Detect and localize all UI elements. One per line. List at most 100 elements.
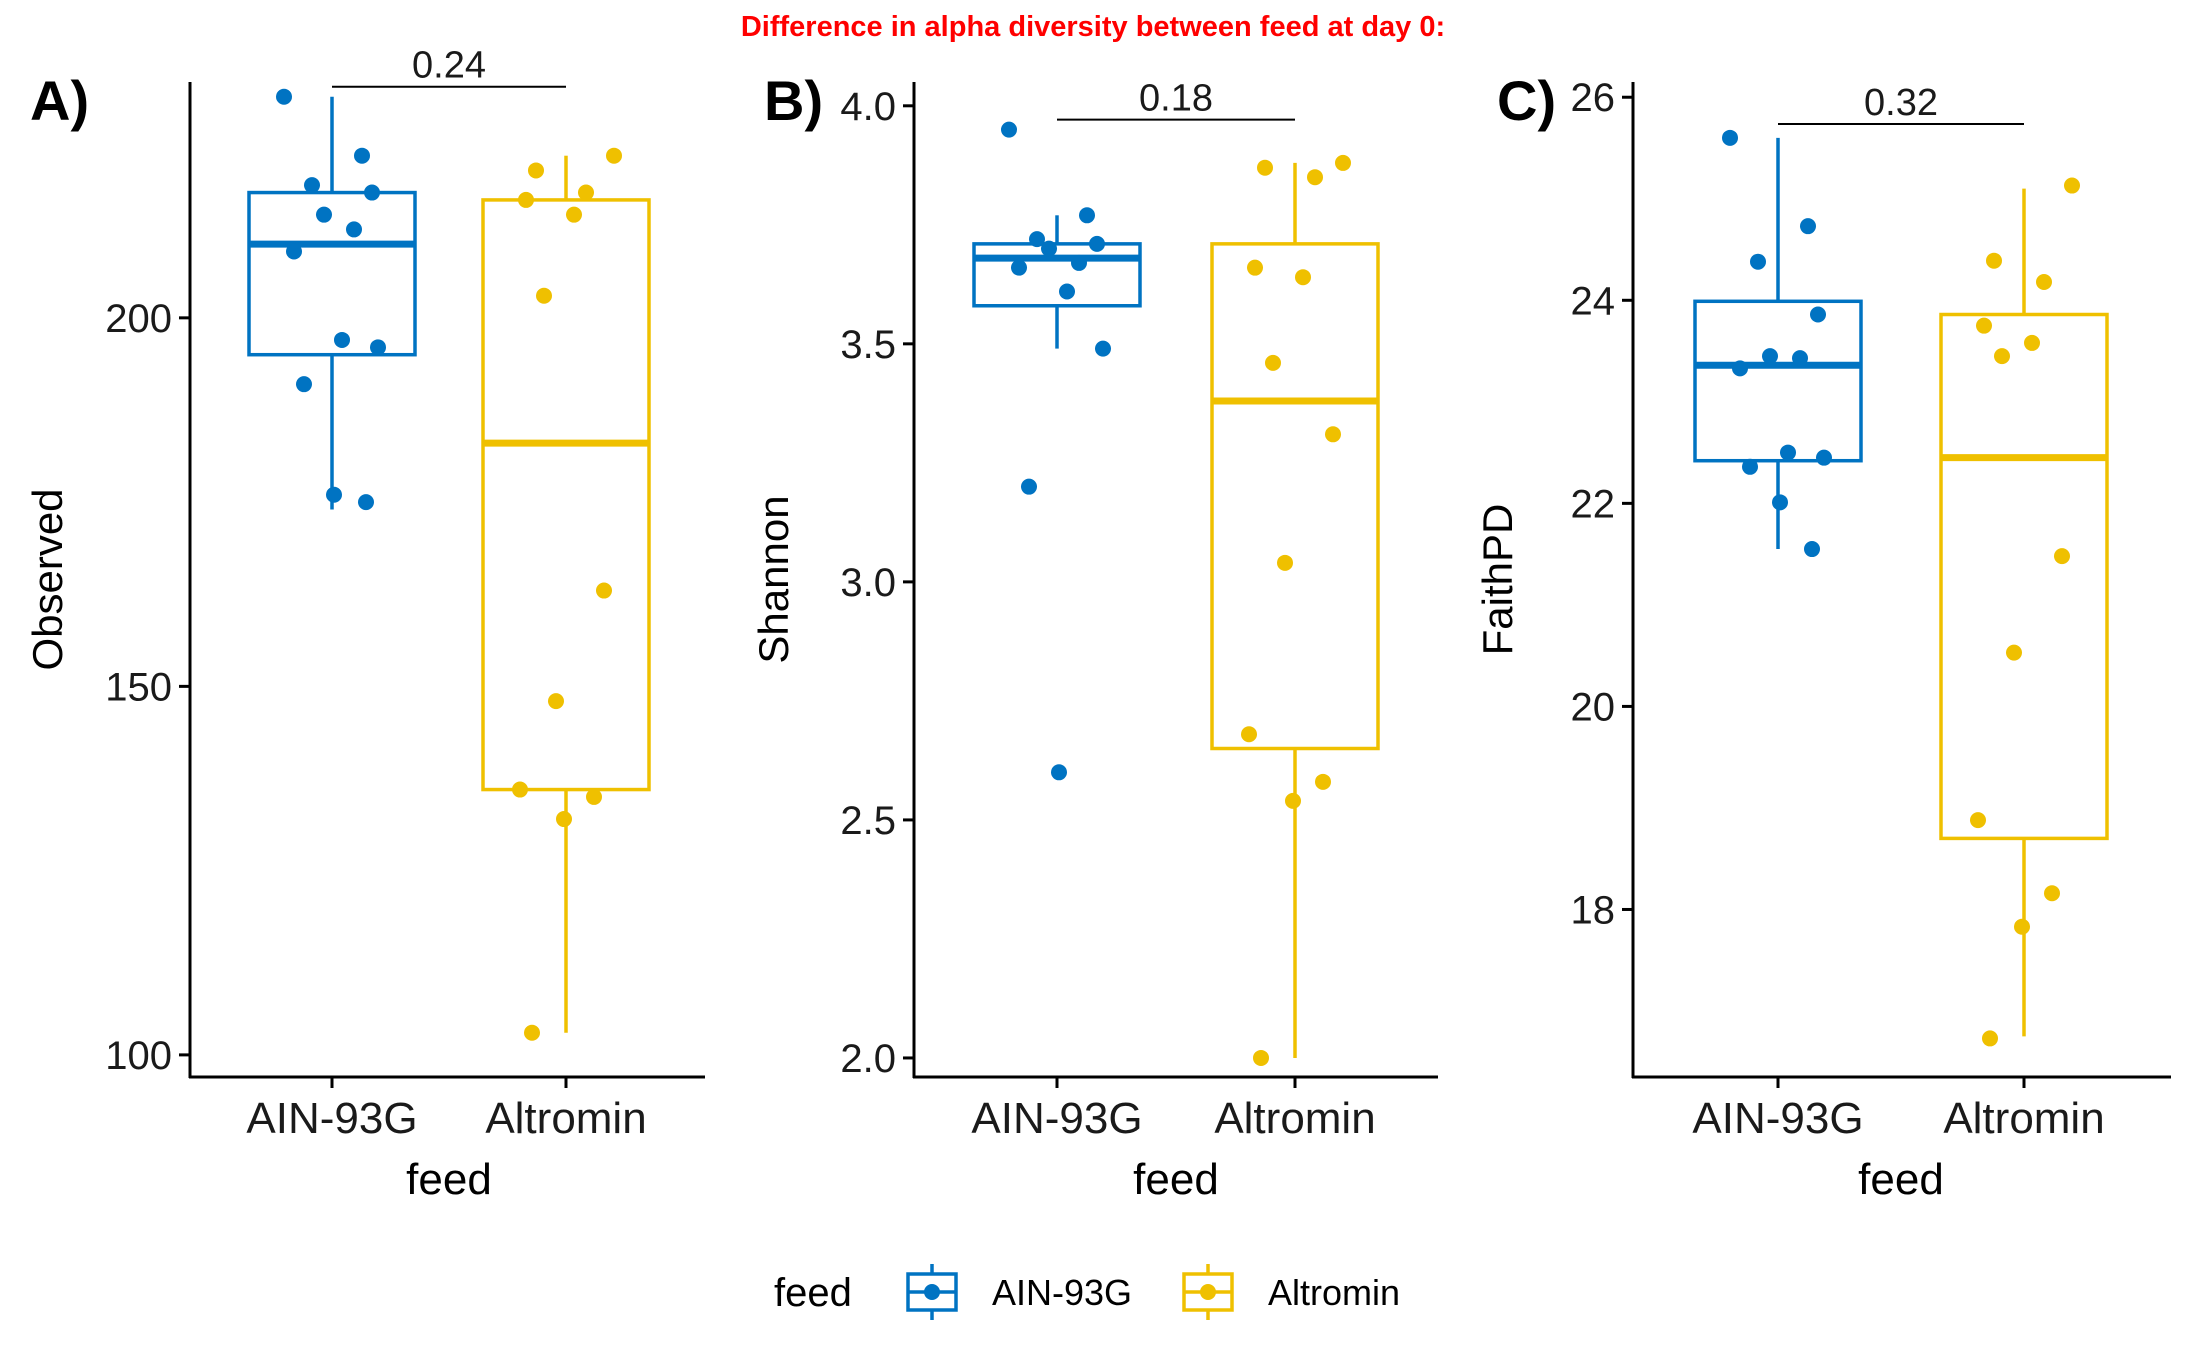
data-point-ain-93g [296, 376, 312, 393]
data-point-altromin [1241, 726, 1257, 743]
data-point-altromin [2006, 644, 2022, 661]
data-point-ain-93g [334, 331, 350, 348]
data-point-altromin [596, 582, 612, 599]
panel-a: A) 100 150 200 Observed AIN-93G Altromin feed 0.… [24, 45, 705, 1204]
x-tick-label-ain-93g: AIN-93G [246, 1094, 417, 1143]
y-tick-label: 20 [1571, 685, 1616, 729]
legend-point [1200, 1284, 1216, 1300]
data-point-altromin [548, 693, 564, 710]
y-tick-label: 26 [1571, 76, 1616, 120]
legend-label-ain-93g: AIN-93G [992, 1272, 1132, 1313]
y-tick-label: 100 [105, 1034, 172, 1078]
data-point-ain-93g [1804, 541, 1820, 558]
data-point-altromin [1253, 1049, 1269, 1066]
data-point-altromin [1265, 354, 1281, 371]
data-point-ain-93g [370, 339, 386, 356]
p-value-label: 0.24 [412, 45, 486, 87]
data-point-ain-93g [1742, 458, 1758, 475]
y-tick-label: 24 [1571, 279, 1616, 323]
data-point-altromin [1982, 1030, 1998, 1047]
data-point-ain-93g [1800, 218, 1816, 235]
y-tick-label: 4.0 [840, 85, 896, 129]
box-ain-93g [972, 242, 1142, 308]
data-point-ain-93g [1810, 306, 1826, 323]
data-point-ain-93g [326, 486, 342, 503]
data-point-ain-93g [1041, 240, 1057, 257]
data-point-ain-93g [1029, 231, 1045, 248]
data-point-ain-93g [354, 147, 370, 164]
data-point-altromin [518, 191, 534, 208]
data-point-altromin [524, 1024, 540, 1041]
legend-key-ain-93g [906, 1264, 958, 1320]
data-point-altromin [1295, 269, 1311, 286]
legend-point [924, 1284, 940, 1300]
data-point-ain-93g [286, 243, 302, 260]
x-tick-label-altromin: Altromin [485, 1094, 646, 1143]
data-point-ain-93g [316, 206, 332, 223]
data-point-ain-93g [1011, 259, 1027, 276]
data-point-altromin [2064, 177, 2080, 194]
data-point-altromin [1257, 159, 1273, 176]
x-tick-label-ain-93g: AIN-93G [1692, 1094, 1863, 1143]
data-point-ain-93g [1792, 350, 1808, 367]
data-point-ain-93g [1816, 449, 1832, 466]
x-axis-title: feed [1858, 1155, 1944, 1204]
y-axis-title: Shannon [750, 495, 797, 663]
x-axis-title: feed [406, 1155, 492, 1204]
data-point-altromin [2054, 548, 2070, 565]
data-point-altromin [1315, 773, 1331, 790]
data-point-altromin [556, 811, 572, 828]
data-point-altromin [1285, 792, 1301, 809]
data-point-ain-93g [276, 88, 292, 105]
legend-item-ain-93g: AIN-93G [906, 1264, 1132, 1320]
y-axis-title: FaithPD [1474, 504, 1521, 656]
panel-b: B) 2.0 2.5 3.0 3.5 4.0 Shannon AIN-93G Altromin f… [750, 69, 1438, 1204]
legend: feed AIN-93G Altromin [774, 1264, 1400, 1320]
data-point-altromin [536, 287, 552, 304]
data-point-ain-93g [1079, 207, 1095, 224]
x-tick-label-altromin: Altromin [1943, 1094, 2104, 1143]
data-point-altromin [528, 162, 544, 179]
box-ain-93g [247, 190, 417, 357]
y-tick-label: 3.5 [840, 323, 896, 367]
data-point-ain-93g [1021, 478, 1037, 495]
data-point-ain-93g [1095, 340, 1111, 357]
data-point-ain-93g [1001, 121, 1017, 138]
y-axis-title: Observed [24, 488, 71, 670]
data-point-altromin [1247, 259, 1263, 276]
data-point-ain-93g [1722, 129, 1738, 146]
data-point-altromin [578, 184, 594, 201]
data-point-ain-93g [1071, 254, 1087, 271]
data-point-altromin [1986, 252, 2002, 269]
p-value-label: 0.18 [1139, 78, 1213, 120]
data-point-ain-93g [1762, 348, 1778, 365]
y-tick-label: 3.0 [840, 561, 896, 605]
data-point-ain-93g [364, 184, 380, 201]
data-point-ain-93g [1051, 764, 1067, 781]
legend-title: feed [774, 1271, 852, 1315]
data-point-altromin [1307, 169, 1323, 186]
data-point-altromin [1335, 154, 1351, 171]
panel-label: B) [764, 69, 823, 132]
y-tick-label: 18 [1571, 888, 1616, 932]
data-point-altromin [512, 781, 528, 798]
y-tick-label: 22 [1571, 482, 1616, 526]
data-point-altromin [566, 206, 582, 223]
p-value-label: 0.32 [1864, 82, 1938, 124]
data-point-ain-93g [1772, 494, 1788, 511]
box-altromin [481, 198, 651, 792]
box-altromin [1939, 312, 2109, 841]
data-point-ain-93g [1780, 444, 1796, 461]
y-tick-label: 200 [105, 297, 172, 341]
box-ain-93g [1693, 299, 1863, 463]
data-point-ain-93g [1059, 283, 1075, 300]
panel-label: C) [1497, 69, 1556, 132]
data-point-ain-93g [346, 221, 362, 238]
data-point-altromin [2014, 918, 2030, 935]
y-tick-label: 150 [105, 665, 172, 709]
y-tick-label: 2.5 [840, 799, 896, 843]
legend-label-altromin: Altromin [1268, 1272, 1400, 1313]
data-point-altromin [1994, 348, 2010, 365]
data-point-altromin [1277, 554, 1293, 571]
